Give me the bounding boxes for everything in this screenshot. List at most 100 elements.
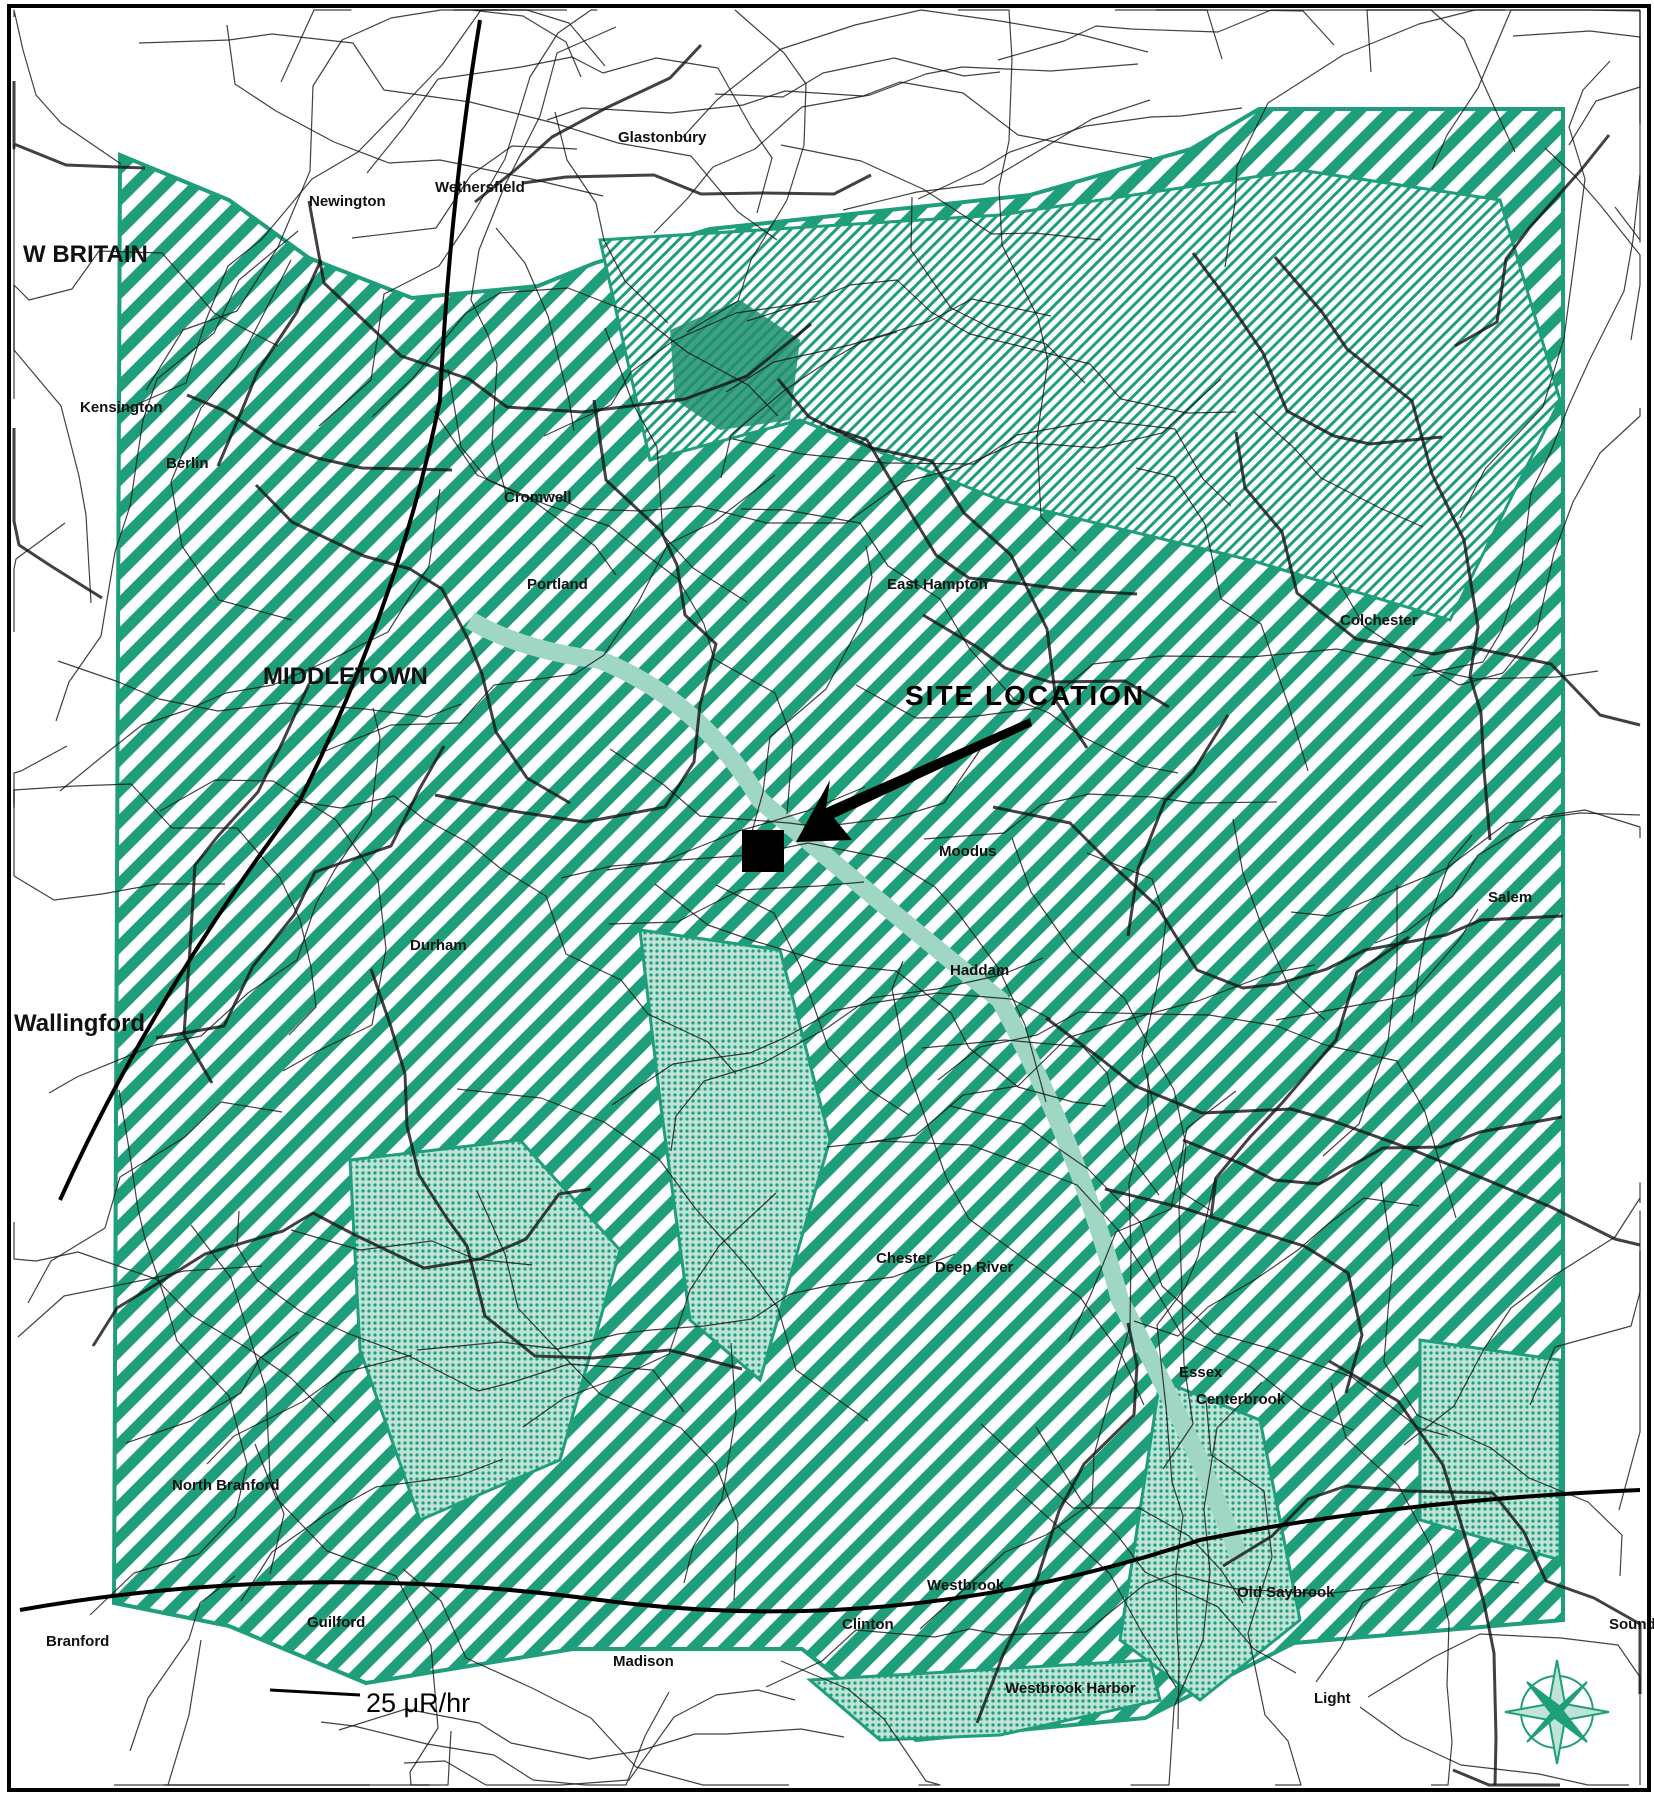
road bbox=[980, 1423, 1244, 1604]
road bbox=[470, 26, 617, 498]
road bbox=[433, 410, 794, 815]
road bbox=[290, 1229, 533, 1266]
road bbox=[826, 1140, 1354, 1431]
place-name: Guilford bbox=[307, 1614, 365, 1631]
road bbox=[1156, 1177, 1216, 1730]
road bbox=[682, 9, 1149, 138]
road bbox=[1452, 1768, 1560, 1787]
road bbox=[715, 884, 910, 1116]
road bbox=[1328, 1359, 1498, 1786]
place-name: Westbrook bbox=[927, 1577, 1005, 1594]
road bbox=[307, 200, 812, 414]
road bbox=[116, 9, 507, 414]
road bbox=[780, 1660, 941, 1786]
road bbox=[240, 1458, 504, 1602]
site-square bbox=[742, 830, 784, 872]
road bbox=[1035, 1426, 1297, 1674]
road bbox=[190, 1224, 285, 1575]
road bbox=[1068, 1090, 1237, 1342]
place-name: Glastonbury bbox=[618, 129, 707, 146]
road bbox=[1086, 852, 1211, 1211]
place-name: Berlin bbox=[166, 455, 209, 472]
road bbox=[186, 393, 453, 472]
place-name: Sound View bbox=[1609, 1616, 1654, 1633]
road bbox=[12, 81, 146, 170]
road bbox=[159, 779, 387, 1072]
road bbox=[434, 399, 718, 824]
place-name: Chester bbox=[876, 1250, 932, 1267]
place-name: Deep River bbox=[935, 1259, 1014, 1276]
road bbox=[403, 1689, 796, 1786]
road bbox=[921, 1039, 1160, 1196]
road bbox=[1191, 252, 1443, 446]
road bbox=[474, 43, 703, 204]
place-name: Colchester bbox=[1340, 612, 1418, 629]
road bbox=[206, 1354, 413, 1465]
road bbox=[1330, 1382, 1453, 1786]
road bbox=[654, 883, 1107, 1107]
road bbox=[416, 1253, 956, 1351]
road bbox=[740, 508, 1179, 774]
road bbox=[714, 57, 1001, 98]
road bbox=[13, 522, 66, 632]
road bbox=[13, 9, 122, 165]
road bbox=[1273, 256, 1492, 841]
road bbox=[1015, 1488, 1177, 1688]
place-name: Salem bbox=[1488, 889, 1532, 906]
dose-zones bbox=[111, 107, 1565, 1743]
road bbox=[910, 196, 1086, 384]
road bbox=[747, 545, 873, 847]
road bbox=[522, 173, 872, 196]
road bbox=[923, 793, 1278, 840]
place-name: Clinton bbox=[842, 1616, 894, 1633]
road bbox=[746, 279, 1237, 414]
road bbox=[114, 1730, 452, 1786]
place-name: Portland bbox=[527, 576, 588, 593]
isopleth-leader bbox=[269, 1688, 361, 1697]
road bbox=[476, 1190, 739, 1601]
place-name: Light bbox=[1314, 1690, 1351, 1707]
road bbox=[543, 300, 821, 437]
road bbox=[12, 428, 103, 600]
road bbox=[495, 227, 575, 432]
road bbox=[13, 783, 317, 1036]
dotted-zone bbox=[348, 1138, 622, 1523]
frame bbox=[7, 4, 1651, 1792]
road bbox=[13, 144, 92, 604]
road bbox=[216, 259, 323, 467]
road bbox=[992, 805, 1564, 990]
fine-zone bbox=[598, 168, 1562, 622]
road bbox=[338, 1708, 845, 1760]
place-name: Westbrook Harbor bbox=[1005, 1680, 1136, 1697]
road bbox=[1315, 1572, 1520, 1683]
road bbox=[1403, 1182, 1641, 1446]
compass bbox=[1504, 1659, 1610, 1765]
place-name: Cromwell bbox=[504, 489, 572, 506]
road bbox=[1130, 1381, 1263, 1786]
road bbox=[319, 474, 776, 754]
road bbox=[48, 707, 381, 1094]
place-name: Durham bbox=[410, 937, 467, 954]
road bbox=[653, 63, 1139, 234]
place-name: Moodus bbox=[939, 843, 997, 860]
road bbox=[57, 660, 462, 718]
road bbox=[554, 111, 669, 324]
reservoir bbox=[670, 300, 800, 430]
place-name: Old Saybrook bbox=[1237, 1584, 1335, 1601]
road bbox=[1322, 885, 1398, 1157]
road bbox=[550, 378, 1222, 524]
road bbox=[949, 1105, 1449, 1437]
road bbox=[997, 9, 1516, 153]
road bbox=[683, 1342, 737, 1584]
road bbox=[922, 613, 1170, 709]
road bbox=[293, 795, 737, 1075]
road bbox=[1412, 174, 1641, 677]
place-name: Wethersfield bbox=[435, 179, 525, 196]
road bbox=[1380, 1181, 1623, 1577]
road bbox=[1104, 1187, 1364, 1394]
place-name: W BRITAIN bbox=[23, 241, 148, 268]
road bbox=[17, 1265, 263, 1338]
road bbox=[609, 748, 981, 828]
road bbox=[869, 964, 1316, 1143]
